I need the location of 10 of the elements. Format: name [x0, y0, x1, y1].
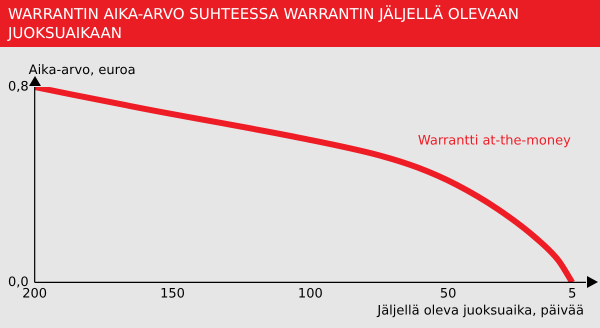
x-tick-label: 5 — [568, 286, 576, 302]
x-tick-label: 200 — [22, 286, 48, 302]
series-label: Warrantti at-the-money — [418, 133, 572, 148]
x-tick-label: 150 — [160, 286, 185, 302]
x-axis-title: Jäljellä oleva juoksuaika, päivää — [376, 303, 584, 318]
y-axis-title: Aika-arvo, euroa — [28, 62, 136, 78]
x-tick-label: 50 — [440, 286, 456, 302]
y-tick-label: 0,8 — [8, 79, 29, 94]
x-tick-label: 100 — [298, 286, 323, 302]
chart-title: WARRANTIN AIKA-ARVO SUHTEESSA WARRANTIN JÄLJELLÄ OLEVAAN JUOKSUAIKAAN — [0, 0, 600, 47]
